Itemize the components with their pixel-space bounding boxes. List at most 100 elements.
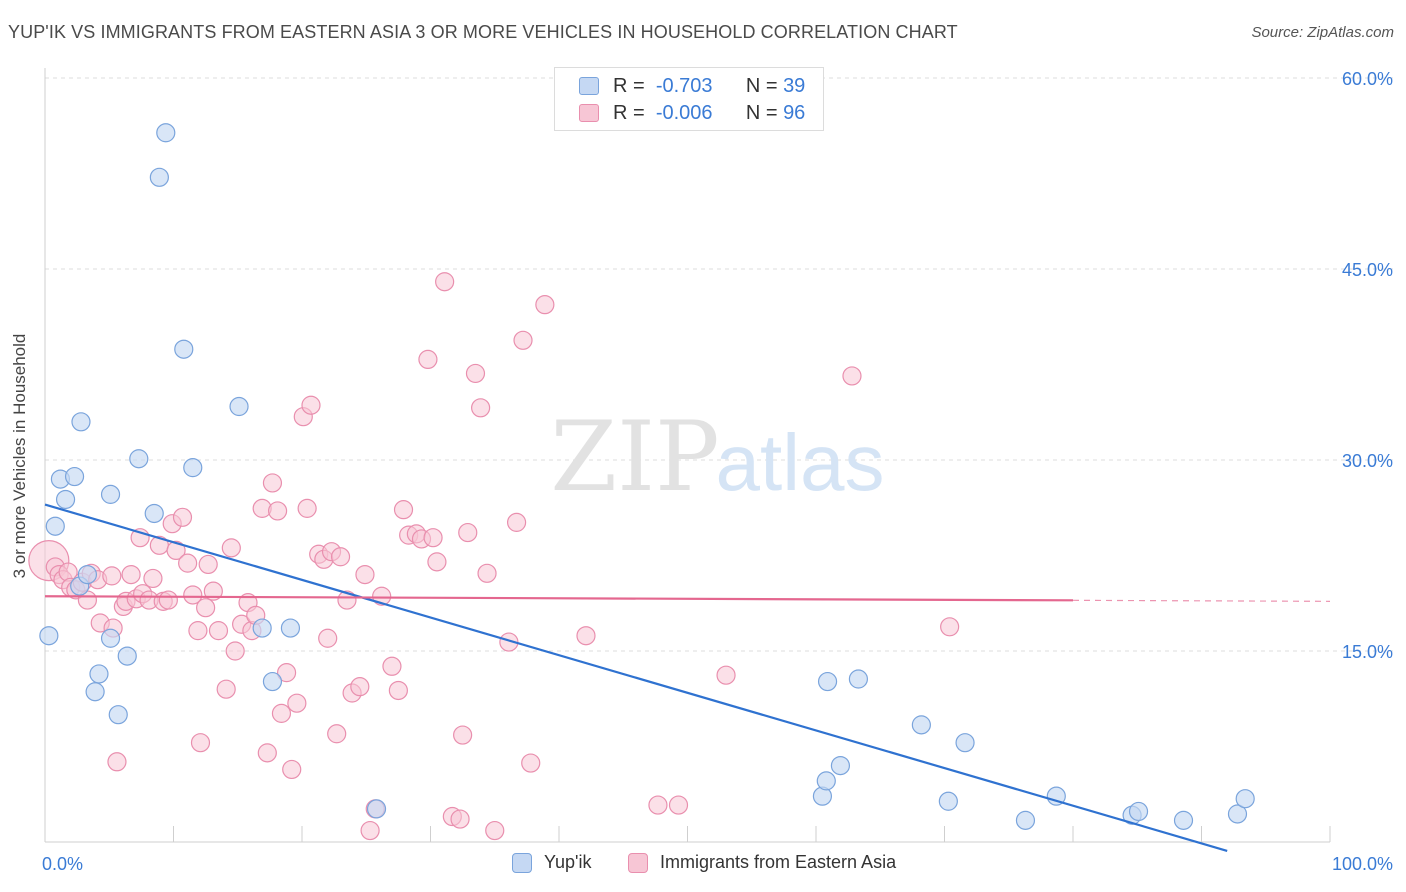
point-yupik: [830, 755, 851, 776]
point-eastern-asia: [196, 598, 216, 618]
point-yupik: [77, 564, 98, 585]
point-eastern-asia: [107, 752, 127, 772]
y-tick-label: 45.0%: [1342, 260, 1393, 280]
point-eastern-asia: [318, 628, 338, 648]
point-eastern-asia: [216, 679, 236, 699]
point-yupik: [64, 466, 85, 487]
point-yupik: [45, 516, 65, 536]
legend-n-label: N =: [745, 74, 778, 97]
axes: [44, 68, 1331, 843]
legend-r-label: R =: [613, 101, 645, 124]
x-tick-label-min: 0.0%: [42, 854, 83, 874]
point-eastern-asia: [450, 809, 470, 829]
point-eastern-asia: [427, 552, 447, 572]
point-eastern-asia: [198, 554, 218, 575]
legend-label-eastern-asia: Immigrants from Eastern Asia: [660, 852, 897, 872]
point-eastern-asia: [188, 621, 208, 641]
legend-r-label: R =: [613, 74, 645, 97]
point-eastern-asia: [350, 677, 370, 697]
series-legend: Yup'ik Immigrants from Eastern Asia: [0, 852, 1406, 878]
point-eastern-asia: [716, 665, 736, 685]
point-eastern-asia: [382, 656, 402, 676]
point-yupik: [85, 682, 105, 702]
legend-swatch-eastern-asia: [628, 852, 648, 873]
point-eastern-asia: [225, 641, 245, 661]
legend-row-eastern-asia: R = -0.006 N = 96: [579, 101, 805, 125]
point-eastern-asia: [360, 820, 380, 841]
point-eastern-asia: [166, 540, 186, 561]
point-eastern-asia: [330, 547, 351, 567]
point-yupik: [955, 733, 975, 753]
legend-item-yupik[interactable]: Yup'ik: [512, 852, 591, 873]
point-yupik: [817, 671, 838, 692]
point-eastern-asia: [297, 498, 317, 518]
point-eastern-asia: [842, 366, 862, 386]
point-yupik: [108, 705, 128, 725]
point-yupik: [366, 799, 387, 819]
point-eastern-asia: [121, 564, 141, 585]
legend-row-yupik: R = -0.703 N = 39: [579, 74, 805, 98]
point-eastern-asia: [506, 512, 527, 532]
grid-lines: [45, 77, 1395, 652]
trend-line-eastern-asia: [44, 595, 1074, 602]
watermark-zip: ZIP: [550, 401, 719, 513]
legend-item-eastern-asia[interactable]: Immigrants from Eastern Asia: [628, 852, 896, 873]
point-eastern-asia: [276, 663, 297, 683]
legend-label-yupik: Yup'ik: [544, 852, 592, 872]
point-yupik: [129, 449, 149, 469]
watermark-atlas: atlas: [716, 418, 885, 507]
source-label: Source: ZipAtlas.com: [1251, 24, 1394, 41]
point-yupik: [280, 618, 301, 638]
point-eastern-asia: [388, 680, 408, 701]
point-eastern-asia: [158, 590, 178, 610]
point-yupik: [100, 484, 121, 504]
point-yupik: [938, 791, 958, 811]
point-eastern-asia: [190, 733, 211, 753]
x-tick-label-max: 100.0%: [1332, 854, 1393, 874]
chart-title: YUP'IK VS IMMIGRANTS FROM EASTERN ASIA 3…: [8, 22, 958, 42]
point-yupik: [71, 412, 91, 432]
point-eastern-asia: [471, 398, 491, 418]
point-eastern-asia: [327, 724, 347, 744]
point-eastern-asia: [221, 538, 241, 558]
legend-r-value: -0.703: [655, 74, 713, 97]
correlation-legend: R = -0.703 N = 39 R = -0.006 N = 96: [554, 67, 824, 131]
legend-n-label: N =: [745, 101, 778, 124]
point-eastern-asia: [203, 581, 223, 601]
point-eastern-asia: [423, 528, 443, 548]
legend-swatch-eastern-asia: [579, 104, 599, 122]
point-eastern-asia: [183, 585, 203, 605]
point-yupik: [149, 167, 169, 187]
point-eastern-asia: [521, 753, 541, 773]
point-eastern-asia: [940, 617, 960, 637]
point-yupik: [816, 771, 836, 791]
tick-labels: 15.0% 30.0% 45.0% 60.0% 0.0% 100.0%: [42, 69, 1393, 874]
point-eastern-asia: [485, 820, 505, 841]
point-yupik: [183, 458, 203, 478]
point-yupik: [911, 715, 931, 735]
trend-line-eastern-asia-extension: [1072, 599, 1331, 602]
series-immigrants-eastern-asia-points: [28, 272, 960, 841]
point-eastern-asia: [262, 473, 283, 493]
trend-line-yupik: [44, 503, 1228, 852]
point-eastern-asia: [648, 795, 668, 815]
legend-r-value: -0.006: [655, 101, 713, 124]
point-yupik: [1173, 810, 1194, 830]
y-tick-label: 30.0%: [1342, 451, 1393, 471]
point-eastern-asia: [178, 553, 198, 573]
point-eastern-asia: [102, 566, 122, 586]
point-yupik: [39, 626, 59, 646]
point-eastern-asia: [668, 795, 689, 815]
point-eastern-asia: [513, 330, 533, 350]
point-eastern-asia: [535, 295, 555, 315]
point-yupik: [89, 664, 109, 684]
point-eastern-asia: [143, 568, 163, 589]
y-tick-label: 60.0%: [1342, 69, 1393, 89]
y-axis-label: 3 or more Vehicles in Household: [10, 333, 29, 579]
point-yupik: [100, 628, 121, 648]
point-yupik: [1227, 804, 1248, 824]
point-eastern-asia: [271, 703, 292, 723]
point-yupik: [144, 503, 164, 524]
point-eastern-asia: [257, 743, 277, 763]
point-eastern-asia: [435, 272, 455, 292]
